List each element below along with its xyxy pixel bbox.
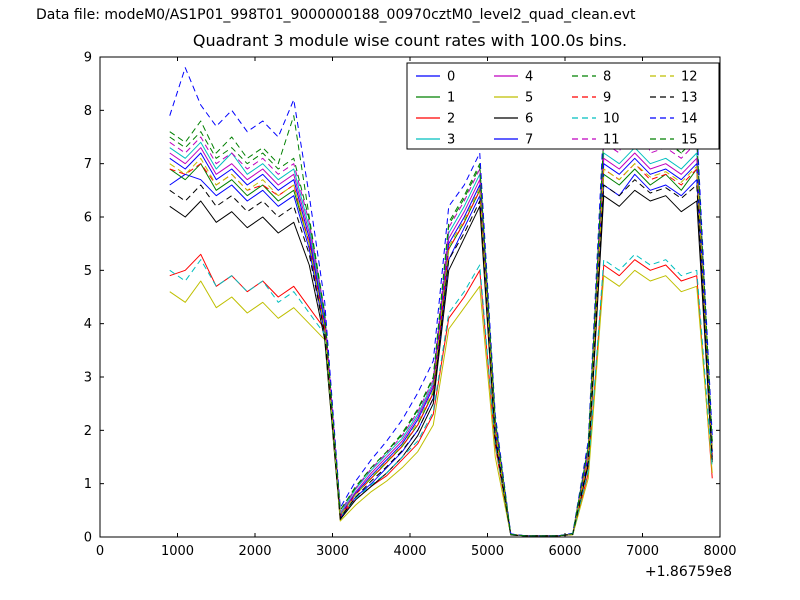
x-tick-label: 6000: [548, 544, 581, 559]
legend-label-8: 8: [603, 70, 611, 85]
legend-label-7: 7: [525, 133, 533, 148]
series-line-6: [169, 189, 713, 537]
legend-label-10: 10: [603, 112, 620, 127]
y-tick-label: 7: [84, 157, 92, 172]
legend-label-2: 2: [447, 112, 455, 127]
y-tick-label: 1: [84, 477, 92, 492]
series-line-14: [169, 67, 713, 537]
x-tick-label: 8000: [703, 544, 736, 559]
series-line-13: [169, 179, 713, 537]
x-tick-label: 5000: [471, 544, 504, 559]
y-tick-label: 8: [84, 104, 92, 119]
legend-label-5: 5: [525, 91, 533, 106]
x-tick-label: 0: [96, 544, 104, 559]
y-tick-label: 3: [84, 371, 92, 386]
x-tick-label: 2000: [238, 544, 271, 559]
x-tick-label: 7000: [626, 544, 659, 559]
series-line-8: [169, 115, 713, 537]
y-tick-label: 2: [84, 424, 92, 439]
legend-label-9: 9: [603, 91, 611, 106]
legend-label-14: 14: [681, 112, 698, 127]
series-line-5: [169, 269, 713, 537]
legend-label-13: 13: [681, 91, 698, 106]
legend-label-6: 6: [525, 112, 533, 127]
legend-label-11: 11: [603, 133, 620, 148]
legend-label-1: 1: [447, 91, 455, 106]
legend-label-15: 15: [681, 133, 698, 148]
legend-label-12: 12: [681, 70, 698, 85]
x-axis-offset-label: +1.86759e8: [644, 564, 732, 580]
series-line-7: [169, 152, 713, 537]
y-tick-label: 6: [84, 211, 92, 226]
series-line-11: [169, 93, 713, 537]
series-line-10: [169, 253, 713, 537]
y-tick-label: 0: [84, 531, 92, 546]
x-tick-label: 3000: [316, 544, 349, 559]
y-tick-label: 4: [84, 317, 92, 332]
legend-box: [406, 62, 720, 150]
y-tick-label: 5: [84, 264, 92, 279]
legend-label-0: 0: [447, 70, 455, 85]
legend-label-3: 3: [447, 133, 455, 148]
data-file-label: Data file: modeM0/AS1P01_998T01_90000001…: [36, 7, 636, 23]
x-tick-label: 4000: [393, 544, 426, 559]
chart-title: Quadrant 3 module wise count rates with …: [192, 31, 628, 50]
x-tick-label: 1000: [161, 544, 194, 559]
y-tick-label: 9: [84, 51, 92, 66]
legend-label-4: 4: [525, 70, 533, 85]
series-line-0: [169, 173, 713, 537]
